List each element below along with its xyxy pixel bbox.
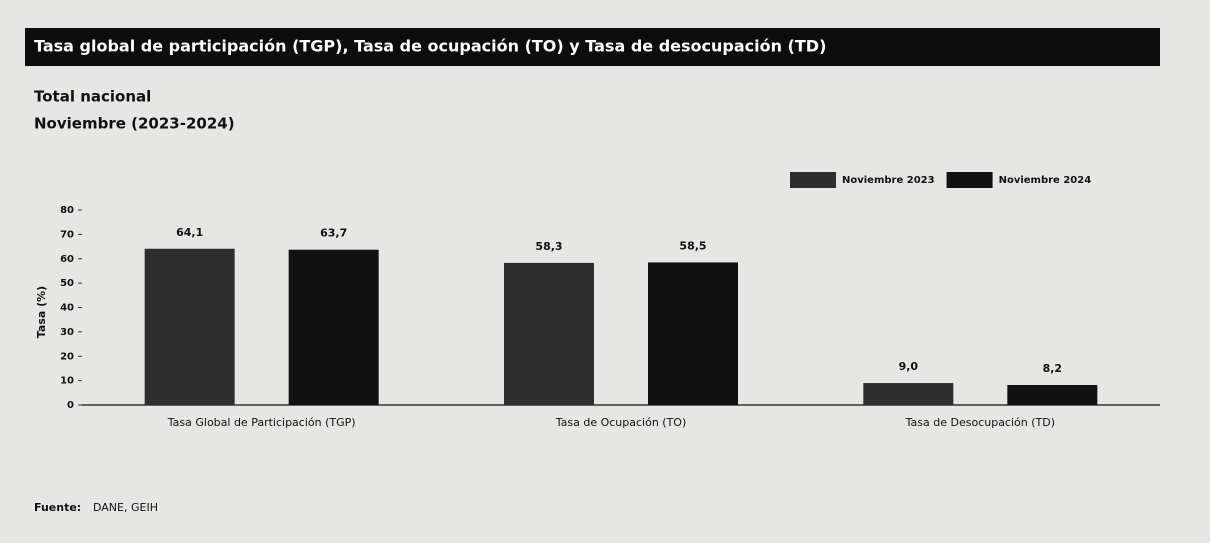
data-label: 8,2 xyxy=(1043,362,1063,375)
data-label: 63,7 xyxy=(320,227,347,240)
data-label: 64,1 xyxy=(176,226,203,239)
title-bar xyxy=(25,28,1160,66)
bar xyxy=(144,248,235,405)
y-tick-label: 70 xyxy=(60,229,74,240)
legend-swatch xyxy=(946,172,993,188)
data-label: 9,0 xyxy=(899,360,919,373)
legend-label: Noviembre 2023 xyxy=(842,175,935,186)
legend-swatch xyxy=(790,172,836,188)
bar xyxy=(1007,385,1098,405)
y-tick-label: 80 xyxy=(60,205,74,216)
y-tick-label: 60 xyxy=(60,254,74,265)
bar xyxy=(288,249,379,405)
data-label: 58,3 xyxy=(535,240,562,253)
y-tick-label: 0 xyxy=(67,400,74,411)
legend-label: Noviembre 2024 xyxy=(999,175,1092,186)
bar xyxy=(504,262,594,405)
source-label: Fuente: xyxy=(34,501,81,514)
bar xyxy=(648,262,738,405)
y-tick-label: 50 xyxy=(60,278,74,289)
x-tick-label: Tasa de Desocupación (TD) xyxy=(905,416,1056,429)
data-label: 58,5 xyxy=(679,239,706,252)
chart-title: Tasa global de participación (TGP), Tasa… xyxy=(34,37,826,56)
y-tick-label: 40 xyxy=(60,303,74,314)
y-tick-label: 30 xyxy=(60,327,74,338)
y-tick-label: 20 xyxy=(60,351,74,362)
y-tick-label: 10 xyxy=(60,376,74,387)
subtitle: Noviembre (2023-2024) xyxy=(34,115,235,133)
subtitle: Total nacional xyxy=(34,88,151,106)
source: DANE, GEIH xyxy=(93,501,158,514)
bar xyxy=(863,383,954,405)
x-tick-label: Tasa Global de Participación (TGP) xyxy=(167,416,356,429)
x-tick-label: Tasa de Ocupación (TO) xyxy=(555,416,687,429)
y-axis-label: Tasa (%) xyxy=(35,286,48,338)
